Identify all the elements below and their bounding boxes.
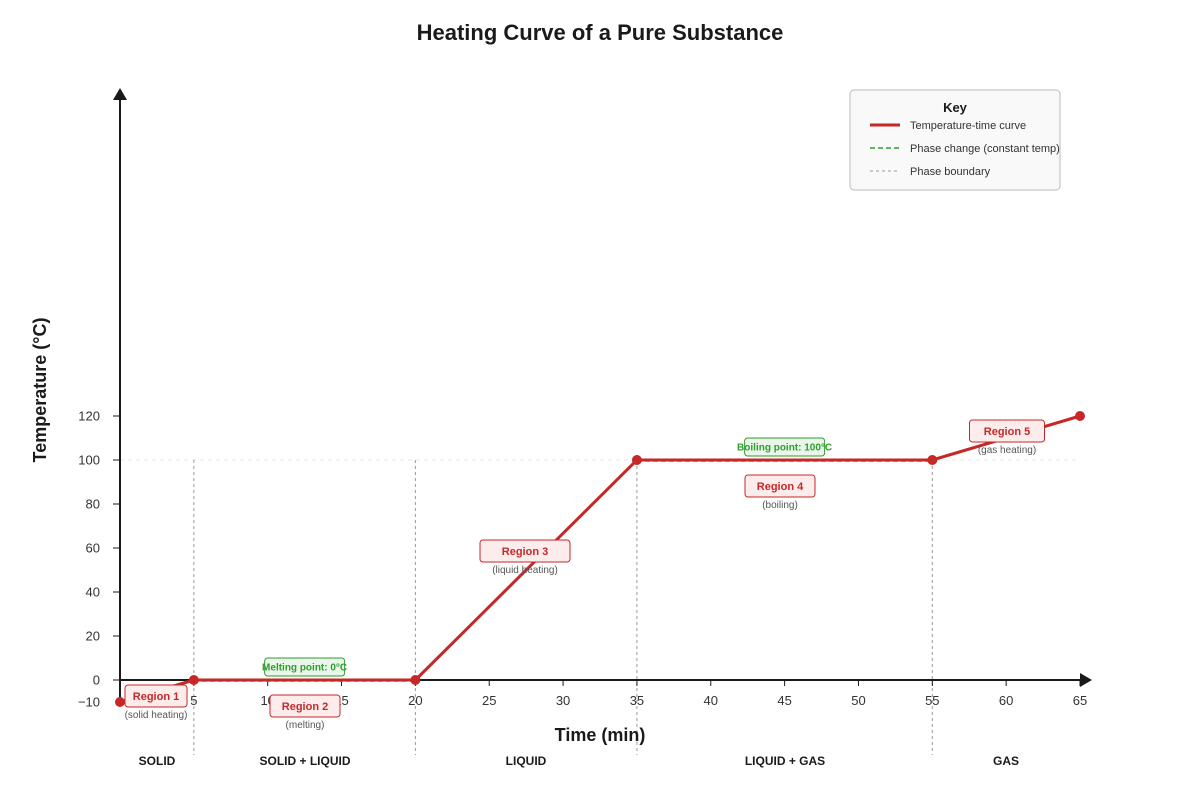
region-callout-box-4 [744,474,816,498]
x-tick-label: 20 [408,693,422,708]
y-tick-label: 80 [86,497,100,512]
y-tick-label: 20 [86,629,100,644]
state-label-2: SOLID + LIQUID [259,754,350,768]
data-point-2 [188,675,199,685]
region-callout-name-2: Region 2 [282,701,328,713]
annotations: Melting point: 0°C Boiling point: 100°C Re… [124,419,1045,768]
x-tick-label: 45 [777,693,791,708]
phase-change-note-box-2 [744,437,826,457]
data-point-1 [115,697,125,707]
region-callout-desc-1: (solid heating) [125,710,188,721]
state-label-4: LIQUID + GAS [745,754,825,768]
phase-change-note-box-1 [264,657,346,677]
legend-entry-curve: Temperature-time curve [910,120,1026,132]
region-callout-desc-2: (melting) [286,720,325,731]
x-axis-label: Time (min) [555,725,646,745]
x-tick-labels: 5 10 15 20 25 30 35 40 45 50 55 60 65 [190,693,1087,708]
region-callout-name-3: Region 3 [502,546,548,558]
region-callout-name-4: Region 4 [757,481,804,493]
x-axis-arrowhead [1080,673,1092,687]
data-point-5 [927,455,938,465]
data-point-4 [631,455,642,465]
y-axis-arrowhead [113,88,127,100]
data-point-3 [410,675,421,685]
state-label-5: GAS [993,754,1019,768]
x-tick-label: 60 [999,693,1013,708]
region-callout-desc-4: (boiling) [762,500,798,511]
y-tick-label: 60 [86,541,100,556]
data-point-6 [1075,411,1085,421]
legend-entry-phase-change: Phase change (constant temp) [910,143,1060,155]
x-tick-label: 40 [704,693,718,708]
state-label-3: LIQUID [506,754,547,768]
x-tick-label: 55 [925,693,939,708]
x-tick-label: 30 [556,693,570,708]
region-callout-desc-5: (gas heating) [978,445,1036,456]
y-tick-label: 40 [86,585,100,600]
region-callout-box-1 [124,684,188,708]
plot-area [115,411,1085,707]
region-callout-box-3 [479,539,571,563]
y-tick-labels: −10 0 20 40 60 80 100 120 [78,409,100,710]
phase-change-note-1: Melting point: 0°C [262,663,347,674]
legend: Key Temperature-time curve Phase change … [849,89,1061,191]
region-callout-desc-3: (liquid heating) [492,565,558,576]
x-tick-label: 25 [482,693,496,708]
region-callout-box-5 [969,419,1045,443]
region-callout-name-1: Region 1 [133,691,179,703]
x-tick-label: 65 [1073,693,1087,708]
x-tick-label: 50 [851,693,865,708]
chart-title: Heating Curve of a Pure Substance [417,20,784,45]
x-tick-label: 35 [630,693,644,708]
y-axis-label: Temperature (°C) [30,318,50,463]
region-callout-box-2 [269,694,341,718]
legend-entry-boundary: Phase boundary [910,166,991,178]
x-tick-label: 5 [190,693,197,708]
y-tick-label: −10 [78,695,100,710]
phase-change-note-2: Boiling point: 100°C [737,443,832,454]
region-callout-name-5: Region 5 [984,426,1030,438]
state-label-1: SOLID [139,754,176,768]
legend-title: Key [943,100,968,115]
y-tick-label: 100 [78,453,100,468]
reference-lines [120,459,1080,755]
legend-box [849,89,1061,191]
y-tick-label: 120 [78,409,100,424]
temperature-time-curve [119,414,1081,704]
y-tick-label: 0 [93,673,100,688]
